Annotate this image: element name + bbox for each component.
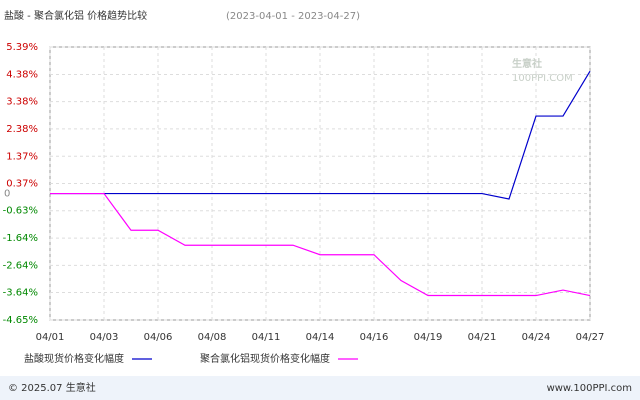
footer-left: © 2025.07 生意社 [8,381,96,394]
y-tick-label: -4.65% [3,315,38,326]
y-tick-label: -0.63% [3,206,38,217]
y-tick-label: 4.38% [6,69,38,80]
y-tick-label: 5.39% [6,42,38,53]
x-tick-label: 04/08 [198,332,227,343]
x-tick-label: 04/03 [90,332,119,343]
x-tick-label: 04/24 [522,332,551,343]
y-tick-label: 1.37% [6,151,38,162]
x-tick-label: 04/06 [144,332,173,343]
x-tick-label: 04/21 [468,332,497,343]
footer-bar [0,376,640,400]
series-line [50,70,591,200]
y-tick-label: -2.64% [3,260,38,271]
x-tick-label: 04/11 [252,332,281,343]
x-tick-label: 04/19 [414,332,443,343]
footer-right: www.100PPI.com [547,383,632,394]
legend-label: 聚合氯化铝现货价格变化幅度 [200,352,330,365]
x-tick-label: 04/01 [36,332,65,343]
series-line [50,192,591,297]
watermark-name: 生意社 [512,57,542,70]
chart-title: 盐酸 - 聚合氯化铝 价格趋势比较 [4,9,147,22]
x-tick-label: 04/16 [360,332,389,343]
x-tick-label: 04/27 [576,332,605,343]
y-tick-label: 0.37% [6,179,38,190]
y-tick-label: -3.64% [3,288,38,299]
y-tick-label: -1.64% [3,233,38,244]
y-tick-label: 2.38% [6,124,38,135]
y-tick-label: 0 [4,189,10,200]
watermark-site: 100PPI.COM [512,73,573,84]
x-tick-label: 04/14 [306,332,335,343]
y-tick-label: 3.38% [6,97,38,108]
chart-subtitle: (2023-04-01 - 2023-04-27) [226,11,360,22]
legend-label: 盐酸现货价格变化幅度 [24,352,124,365]
